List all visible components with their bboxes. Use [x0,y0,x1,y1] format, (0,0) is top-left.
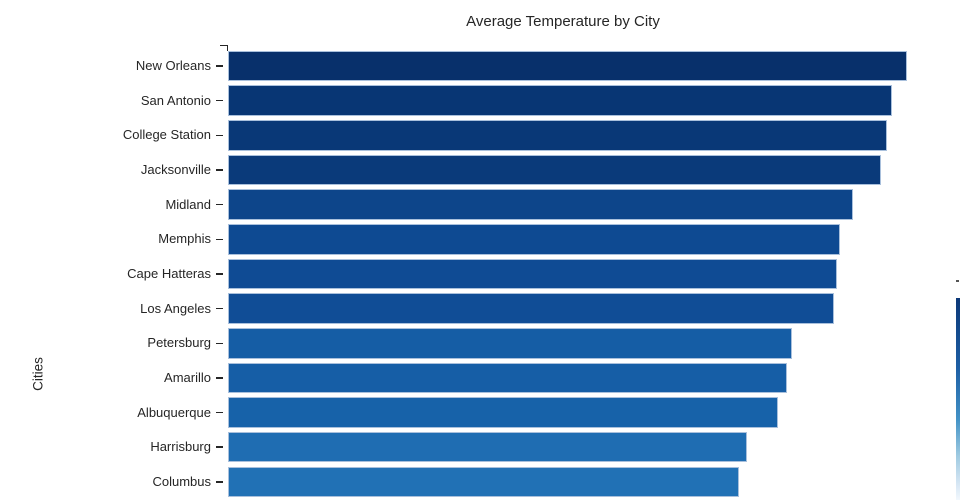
y-axis-tick [215,65,223,67]
y-axis-tick [215,203,223,206]
bar [227,258,837,290]
bar [227,223,841,255]
bar [227,85,892,116]
category-label: Cape Hatteras [127,265,211,281]
bar [227,154,882,186]
axis-spine-top [226,44,228,52]
category-label: Memphis [158,231,211,247]
category-label: Columbus [152,473,211,489]
y-axis-tick [215,169,223,171]
y-axis-tick [215,481,223,483]
y-axis-tick [215,273,223,275]
category-label: Petersburg [147,335,211,351]
y-axis-tick [215,377,223,379]
category-label: Amarillo [164,369,211,385]
colorbar-top-tick [955,280,959,282]
bar [227,50,908,82]
bar [227,397,779,428]
y-axis-tick [215,411,223,414]
category-label: College Station [122,127,211,143]
chart-title: Average Temperature by City [466,13,660,30]
bar [227,431,748,463]
category-label: New Orleans [135,58,211,73]
category-label: Albuquerque [137,404,211,420]
category-label: Midland [165,196,211,212]
y-axis-tick [215,342,223,344]
y-axis-tick [215,99,223,102]
y-axis-tick [215,134,223,136]
category-label: Jacksonville [140,161,211,177]
bar [227,327,792,359]
bar [227,120,887,151]
colorbar [956,298,960,500]
category-label: San Antonio [140,92,211,108]
bar [227,293,834,324]
y-axis-tick [215,307,223,310]
bar [227,362,787,394]
bar [227,466,740,498]
category-label: Los Angeles [140,300,211,316]
y-axis-tick [215,446,223,448]
bar [227,189,853,220]
category-label: Harrisburg [150,439,211,455]
axis-top-tick [220,44,229,46]
y-axis-tick [215,238,223,240]
